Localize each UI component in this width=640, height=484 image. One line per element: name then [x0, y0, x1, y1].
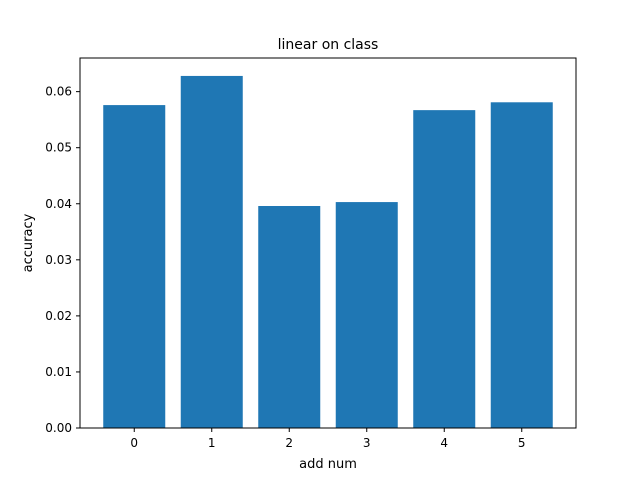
y-tick-label: 0.01	[45, 365, 72, 379]
plot-frame	[79, 57, 577, 429]
y-tick-label: 0.04	[45, 197, 72, 211]
bar-4	[413, 110, 476, 429]
x-tick-label: 5	[518, 436, 526, 450]
bars-group	[103, 75, 553, 429]
y-axis-ticks: 0.00 0.01 0.02 0.03 0.04 0.05 0.06	[45, 85, 80, 435]
x-tick-label: 4	[440, 436, 448, 450]
y-tick-label: 0.03	[45, 253, 72, 267]
bar-5	[490, 102, 553, 429]
y-tick-label: 0.02	[45, 309, 72, 323]
y-tick-label: 0.05	[45, 141, 72, 155]
x-tick-label: 2	[285, 436, 293, 450]
bar-0	[103, 105, 166, 428]
y-axis-label: accuracy	[21, 213, 36, 272]
bar-3	[335, 202, 398, 428]
x-axis-label: add num	[299, 457, 357, 472]
chart-title: linear on class	[278, 37, 379, 53]
x-tick-label: 3	[363, 436, 371, 450]
bar-1	[180, 75, 243, 428]
x-tick-label: 1	[208, 436, 216, 450]
y-tick-label: 0.06	[45, 85, 72, 99]
y-tick-label: 0.00	[45, 421, 72, 435]
bar-2	[258, 206, 321, 428]
x-tick-label: 0	[130, 436, 138, 450]
x-axis-ticks: 0 1 2 3 4 5	[130, 428, 526, 450]
